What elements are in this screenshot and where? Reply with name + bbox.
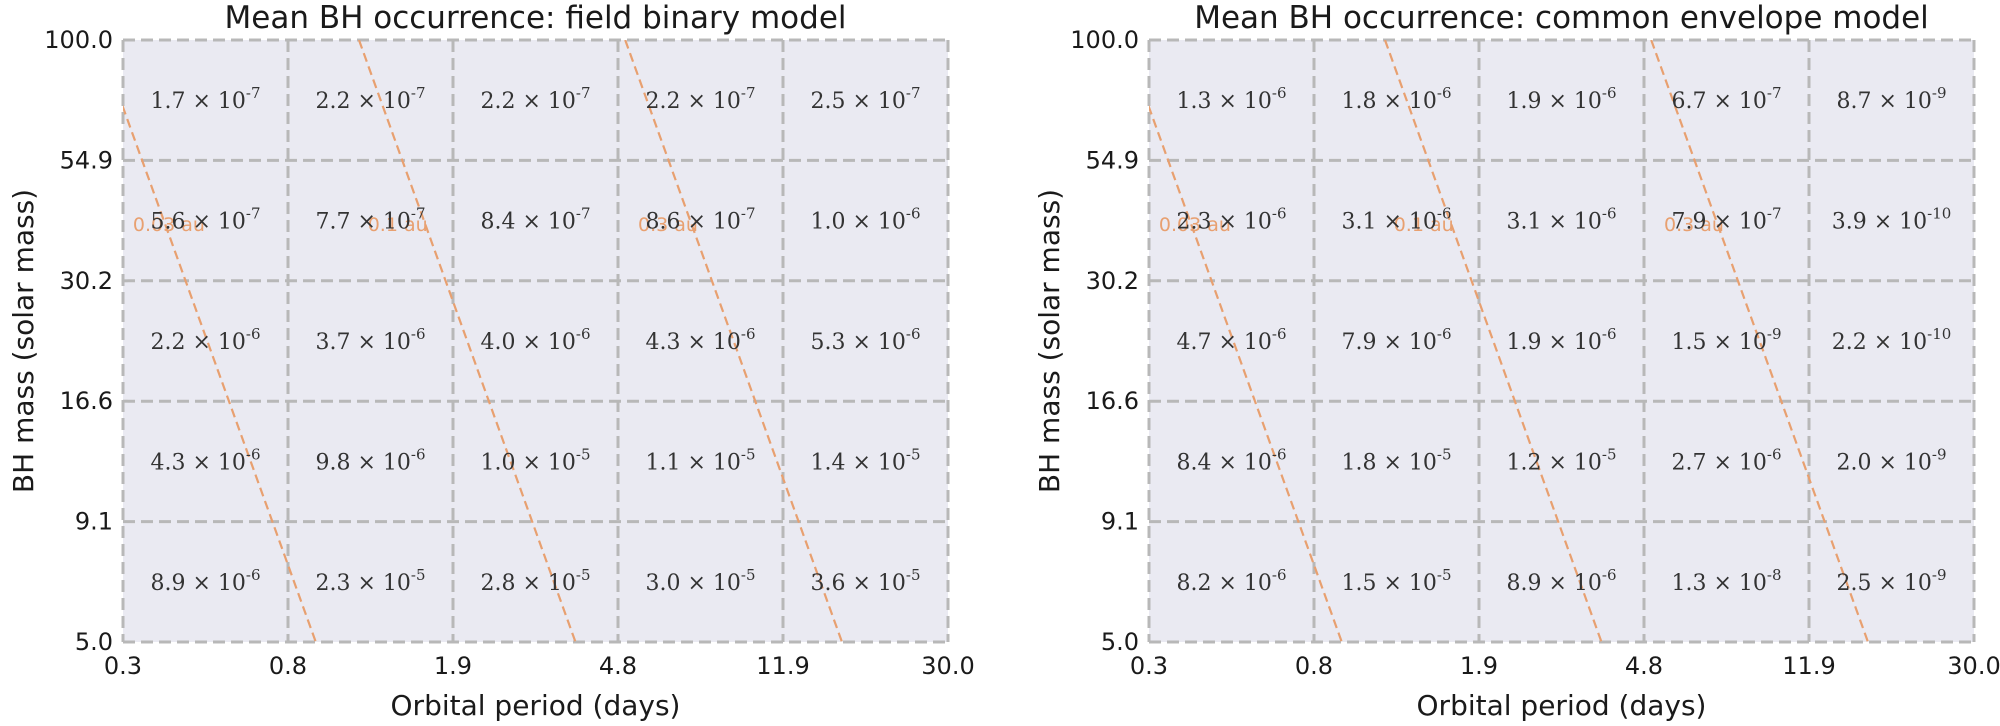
cell-value: 4.0 × 10-6 bbox=[480, 325, 590, 355]
y-tick-label: 30.2 bbox=[60, 267, 113, 295]
separation-line-1 bbox=[1149, 104, 1343, 642]
cell-value: 2.5 × 10-7 bbox=[810, 84, 920, 114]
cell-value: 2.2 × 10-10 bbox=[1832, 325, 1952, 355]
cell-value: 1.0 × 10-5 bbox=[480, 445, 590, 475]
cell-value: 5.3 × 10-6 bbox=[810, 325, 920, 355]
separation-line-2 bbox=[1383, 40, 1603, 642]
x-tick-label: 0.8 bbox=[1295, 652, 1333, 680]
cell-value: 8.6 × 10-7 bbox=[645, 205, 755, 235]
cell-value: 3.1 × 10-6 bbox=[1341, 205, 1451, 235]
x-tick-label: 0.3 bbox=[1130, 652, 1168, 680]
y-tick-label: 54.9 bbox=[60, 146, 113, 174]
cell-value: 1.2 × 10-5 bbox=[1506, 445, 1616, 475]
cell-value: 7.9 × 10-6 bbox=[1341, 325, 1451, 355]
cell-value: 2.0 × 10-9 bbox=[1836, 445, 1946, 475]
y-tick-label: 5.0 bbox=[75, 628, 113, 656]
cell-value: 4.7 × 10-6 bbox=[1176, 325, 1286, 355]
separation-line-1 bbox=[123, 104, 317, 642]
cell-value: 5.6 × 10-7 bbox=[150, 205, 260, 235]
cell-value: 1.0 × 10-6 bbox=[810, 205, 920, 235]
cell-value: 1.9 × 10-6 bbox=[1506, 325, 1616, 355]
separation-line-2 bbox=[357, 40, 577, 642]
cell-value: 3.9 × 10-10 bbox=[1832, 205, 1952, 235]
cell-value: 1.1 × 10-5 bbox=[645, 445, 755, 475]
cell-value: 1.5 × 10-9 bbox=[1671, 325, 1781, 355]
cell-value: 2.3 × 10-5 bbox=[315, 566, 425, 596]
plot-area bbox=[123, 40, 948, 642]
cell-value: 8.9 × 10-6 bbox=[1506, 566, 1616, 596]
cell-value: 8.2 × 10-6 bbox=[1176, 566, 1286, 596]
cell-value: 1.4 × 10-5 bbox=[810, 445, 920, 475]
x-tick-label: 11.9 bbox=[1782, 652, 1835, 680]
chart-panel-1: 0.03 au 0.1 au 0.3 au 1.7 × 10-7 2.2 × 10-7 2… bbox=[7, 0, 975, 722]
x-tick-label: 30.0 bbox=[921, 652, 974, 680]
y-tick-label: 5.0 bbox=[1101, 628, 1139, 656]
x-tick-label: 11.9 bbox=[756, 652, 809, 680]
cell-value: 2.2 × 10-6 bbox=[150, 325, 260, 355]
y-tick-label: 54.9 bbox=[1086, 146, 1139, 174]
cell-value: 6.7 × 10-7 bbox=[1671, 84, 1781, 114]
separation-line-label-3: 0.3 au bbox=[638, 214, 698, 236]
x-axis-label: Orbital period (days) bbox=[1417, 689, 1707, 722]
cell-value: 2.8 × 10-5 bbox=[480, 566, 590, 596]
y-tick-label: 16.6 bbox=[60, 387, 113, 415]
cell-value: 8.4 × 10-7 bbox=[480, 205, 590, 235]
y-axis-label: BH mass (solar mass) bbox=[1033, 189, 1066, 493]
y-tick-label: 30.2 bbox=[1086, 267, 1139, 295]
cell-value: 2.3 × 10-6 bbox=[1176, 205, 1286, 235]
chart-title: Mean BH occurrence: common envelope mode… bbox=[1194, 0, 1929, 36]
x-tick-label: 0.3 bbox=[104, 652, 142, 680]
cell-value: 4.3 × 10-6 bbox=[150, 445, 260, 475]
cell-value: 7.9 × 10-7 bbox=[1671, 205, 1781, 235]
cell-value: 8.9 × 10-6 bbox=[150, 566, 260, 596]
cell-value: 2.2 × 10-7 bbox=[645, 84, 755, 114]
cell-value: 2.2 × 10-7 bbox=[315, 84, 425, 114]
y-tick-label: 9.1 bbox=[75, 508, 113, 536]
cell-value: 1.7 × 10-7 bbox=[150, 84, 260, 114]
chart-title: Mean BH occurrence: field binary model bbox=[225, 0, 847, 36]
plot-area bbox=[1149, 40, 1974, 642]
cell-value: 1.8 × 10-6 bbox=[1341, 84, 1451, 114]
x-tick-label: 0.8 bbox=[269, 652, 307, 680]
x-tick-label: 30.0 bbox=[1947, 652, 2000, 680]
x-tick-label: 1.9 bbox=[434, 652, 472, 680]
chart-panel-2: 0.03 au 0.1 au 0.3 au 1.3 × 10-6 1.8 × 10-6 1… bbox=[1033, 0, 2000, 722]
separation-line-label-1: 0.03 au bbox=[1159, 214, 1231, 236]
separation-line-3 bbox=[1650, 40, 1870, 642]
cell-value: 7.7 × 10-7 bbox=[315, 205, 425, 235]
cell-value: 2.5 × 10-9 bbox=[1836, 566, 1946, 596]
cell-value: 9.8 × 10-6 bbox=[315, 445, 425, 475]
cell-value: 3.0 × 10-5 bbox=[645, 566, 755, 596]
cell-value: 3.1 × 10-6 bbox=[1506, 205, 1616, 235]
y-tick-label: 100.0 bbox=[44, 26, 113, 54]
cell-value: 1.9 × 10-6 bbox=[1506, 84, 1616, 114]
x-tick-label: 1.9 bbox=[1460, 652, 1498, 680]
y-tick-label: 9.1 bbox=[1101, 508, 1139, 536]
cell-value: 8.7 × 10-9 bbox=[1836, 84, 1946, 114]
separation-line-label-2: 0.1 au bbox=[1394, 214, 1454, 236]
separation-line-3 bbox=[624, 40, 844, 642]
y-axis-label: BH mass (solar mass) bbox=[7, 189, 40, 493]
cell-value: 3.7 × 10-6 bbox=[315, 325, 425, 355]
y-tick-label: 100.0 bbox=[1070, 26, 1139, 54]
cell-value: 1.8 × 10-5 bbox=[1341, 445, 1451, 475]
x-tick-label: 4.8 bbox=[1625, 652, 1663, 680]
y-tick-label: 16.6 bbox=[1086, 387, 1139, 415]
separation-line-label-1: 0.03 au bbox=[133, 214, 205, 236]
cell-value: 4.3 × 10-6 bbox=[645, 325, 755, 355]
separation-line-label-2: 0.1 au bbox=[368, 214, 428, 236]
x-tick-label: 4.8 bbox=[599, 652, 637, 680]
x-axis-label: Orbital period (days) bbox=[391, 689, 681, 722]
cell-value: 1.5 × 10-5 bbox=[1341, 566, 1451, 596]
cell-value: 3.6 × 10-5 bbox=[810, 566, 920, 596]
cell-value: 2.7 × 10-6 bbox=[1671, 445, 1781, 475]
separation-line-label-3: 0.3 au bbox=[1664, 214, 1724, 236]
cell-value: 1.3 × 10-6 bbox=[1176, 84, 1286, 114]
cell-value: 8.4 × 10-6 bbox=[1176, 445, 1286, 475]
cell-value: 2.2 × 10-7 bbox=[480, 84, 590, 114]
cell-value: 1.3 × 10-8 bbox=[1671, 566, 1781, 596]
